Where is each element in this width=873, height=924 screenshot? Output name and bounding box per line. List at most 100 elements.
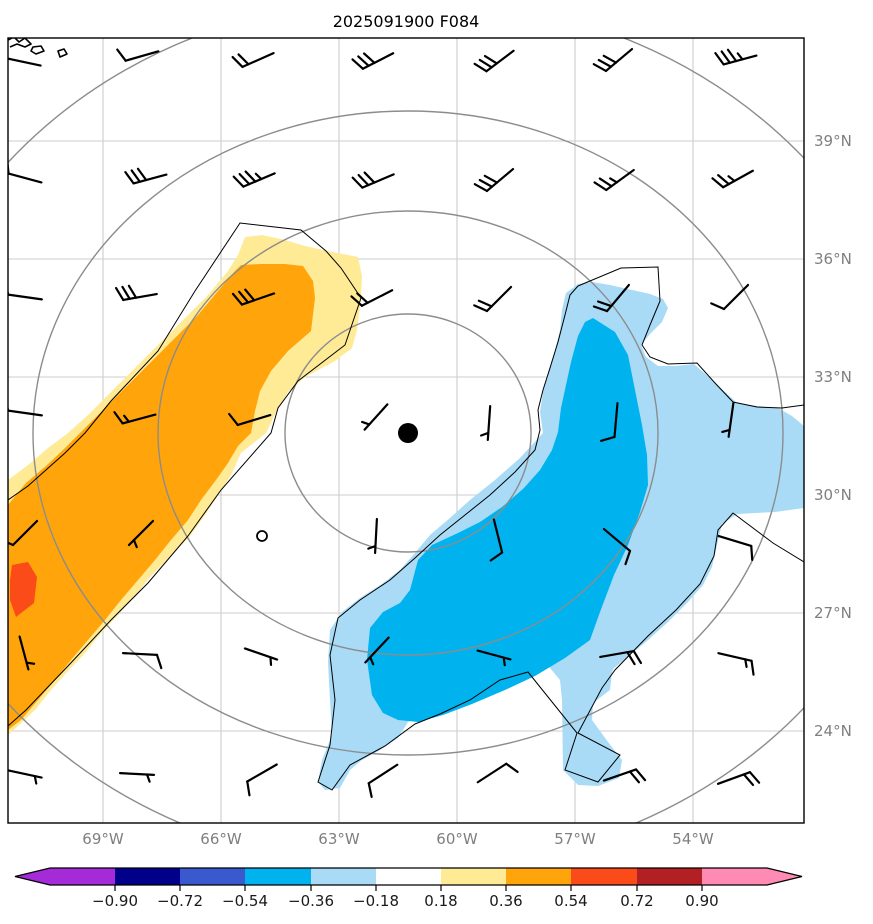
barb-staff: [8, 172, 43, 184]
barb-staff: [243, 647, 279, 661]
axes-spines: [7, 37, 805, 824]
x-tick-label: 54°W: [672, 830, 714, 848]
shaded-region: [10, 562, 37, 617]
y-tick-label: 39°N: [814, 132, 852, 150]
plot-title: 2025091900 F084: [333, 12, 480, 31]
barb-feather: [232, 175, 245, 188]
x-tick-label: 57°W: [554, 830, 596, 848]
barb-feather: [483, 54, 498, 65]
barb-feather: [351, 58, 364, 70]
barb-staff: [476, 649, 512, 661]
barb-staff: [367, 763, 399, 785]
wind-barb: [592, 47, 634, 73]
barb-feather: [593, 181, 608, 192]
wind-barb: [8, 519, 39, 547]
barb-staff: [727, 402, 735, 438]
barb-feather: [155, 653, 163, 670]
wind-barb: [351, 171, 395, 189]
colorbar-tick-label: −0.90: [92, 892, 138, 910]
barb-feather: [483, 174, 499, 184]
wind-barb: [351, 52, 395, 70]
colorbar-segment: [637, 868, 702, 885]
wind-barb: [476, 762, 519, 784]
barb-half-feather: [132, 538, 138, 549]
colorbar-left-arrow: [15, 868, 50, 885]
wind-barb: [367, 517, 378, 555]
shaded-region: [8, 264, 315, 730]
barb-feather: [505, 762, 519, 774]
barb-feather: [473, 183, 489, 193]
barb-staff: [236, 413, 272, 427]
wind-barb: [600, 401, 619, 442]
barb-feather: [244, 288, 256, 302]
barb-feather: [121, 285, 131, 300]
barb-feather: [367, 782, 373, 798]
barb-half-feather: [369, 656, 375, 666]
barb-feather: [726, 48, 738, 63]
barb-half-feather: [609, 177, 618, 184]
colorbar-tick-label: −0.36: [288, 892, 334, 910]
coastline: [57, 48, 68, 58]
barb-feather: [113, 411, 124, 425]
barb-staff: [246, 763, 278, 783]
barb-feather: [478, 178, 494, 188]
colorbar-segment: [50, 868, 115, 885]
barb-feather: [116, 48, 127, 62]
barb-feather: [237, 53, 250, 66]
barb-staff: [8, 409, 43, 417]
barb-feather: [363, 171, 376, 184]
barb-staff: [8, 57, 42, 67]
barb-feather: [720, 50, 731, 64]
coastline: [8, 38, 32, 48]
wind-barb: [116, 48, 160, 62]
barb-feather: [130, 169, 141, 183]
barb-feather: [244, 170, 257, 183]
barb-feather: [714, 52, 725, 66]
barb-staff: [364, 636, 390, 664]
colorbar-right-arrow: [767, 868, 802, 885]
barb-staff: [8, 293, 43, 301]
colorbar-segment: [245, 868, 311, 885]
barb-feather: [231, 55, 244, 69]
barb-feather: [628, 770, 640, 784]
wind-barb: [592, 283, 631, 313]
barb-feather: [124, 171, 135, 185]
colorbar-segment: [180, 868, 245, 885]
wind-barb: [716, 771, 761, 787]
barb-feather: [602, 54, 618, 64]
barb-feather: [600, 435, 616, 442]
shaded-region: [367, 318, 648, 722]
barb-half-feather: [360, 420, 371, 426]
wind-barb: [711, 169, 754, 189]
wind-barb: [717, 534, 754, 561]
y-tick-label: 36°N: [814, 250, 852, 268]
barb-feather: [598, 177, 613, 188]
barb-feather: [357, 173, 370, 187]
wind-barb: [714, 48, 758, 66]
x-tick-label: 63°W: [318, 830, 360, 848]
wind-barb: [113, 411, 157, 425]
wind-barb: [243, 647, 279, 666]
calm-wind-marker: [256, 530, 268, 542]
colorbar-segment: [506, 868, 571, 885]
map-layer: 69°W 66°W 63°W 60°W 57°W 54°W 39°N 36°N 33°N 30°N…: [7, 37, 852, 848]
wind-barb: [473, 285, 513, 313]
wind-barb: [231, 51, 275, 69]
colorbar-tick-label: 0.54: [554, 892, 587, 910]
wind-barb: [8, 395, 43, 417]
barb-staff: [8, 769, 43, 779]
barb-half-feather: [123, 414, 130, 423]
wind-barb: [717, 652, 755, 676]
barb-staff: [374, 517, 378, 555]
barb-staff: [717, 534, 753, 548]
barb-half-feather: [744, 658, 748, 668]
coastline: [30, 45, 45, 55]
barb-half-feather: [736, 52, 744, 61]
barb-feather: [473, 304, 489, 313]
colorbar-segment: [115, 868, 180, 885]
wind-barb: [232, 170, 276, 188]
barb-half-feather: [727, 175, 736, 183]
wind-barb: [602, 527, 632, 566]
barb-staff: [11, 519, 39, 547]
colorbar-tick-label: −0.18: [353, 892, 399, 910]
